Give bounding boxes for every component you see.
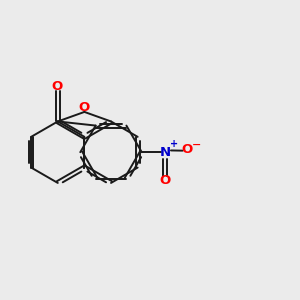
Text: N: N [159,146,170,159]
Text: O: O [79,101,90,115]
Text: −: − [192,140,201,149]
Text: O: O [159,174,170,187]
Text: +: + [169,139,178,149]
Text: O: O [181,143,193,156]
Text: O: O [51,80,62,93]
